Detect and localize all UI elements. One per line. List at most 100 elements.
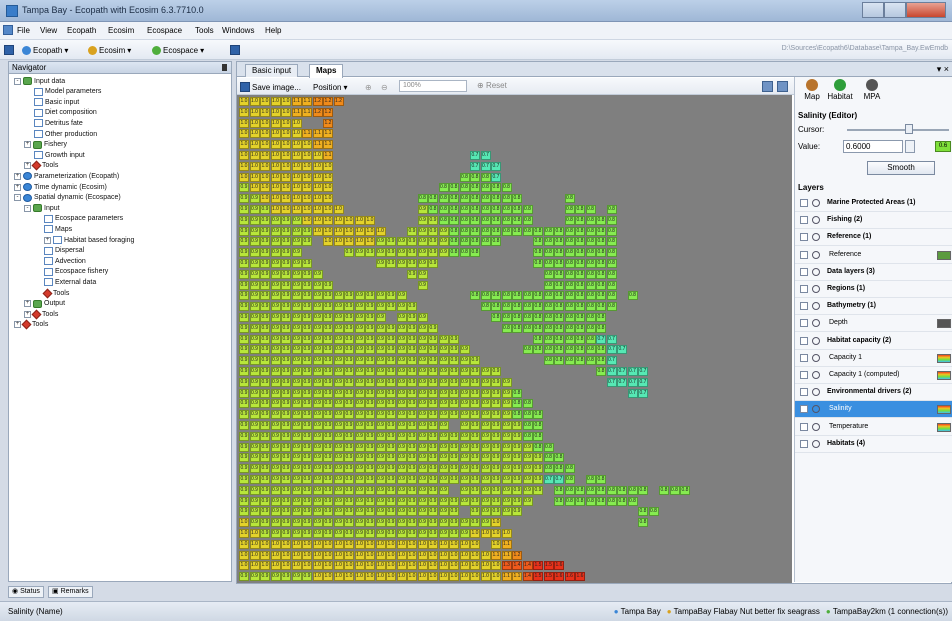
map-cell[interactable]: 0.8 [596, 313, 606, 322]
map-cell[interactable]: 1.4 [522, 561, 533, 571]
expand-icon[interactable]: + [24, 300, 31, 308]
map-cell[interactable]: 0.9 [302, 345, 312, 355]
map-cell[interactable]: 0.9 [449, 496, 459, 506]
habitat-mode-button[interactable]: Habitat [825, 79, 855, 101]
map-cell[interactable]: 0.9 [470, 388, 480, 398]
map-cell[interactable]: 0.9 [344, 518, 354, 528]
map-cell[interactable]: 1.0 [333, 561, 344, 571]
map-cell[interactable]: 1.0 [260, 561, 270, 571]
map-cell[interactable]: 0.9 [239, 485, 249, 495]
map-cell[interactable]: 0.9 [491, 453, 501, 463]
map-cell[interactable]: 0.9 [302, 410, 312, 420]
map-cell[interactable]: 0.8 [543, 259, 554, 268]
map-cell[interactable]: 1.0 [344, 215, 354, 225]
map-cell[interactable]: 0.9 [291, 442, 302, 452]
map-cell[interactable]: 0.9 [344, 453, 354, 463]
map-cell[interactable]: 0.9 [407, 313, 417, 322]
map-cell[interactable]: 0.8 [606, 226, 617, 236]
map-cell[interactable]: 0.9 [239, 334, 249, 344]
map-cell[interactable]: 0.9 [428, 518, 438, 528]
map-cell[interactable]: 1.0 [249, 550, 260, 560]
map-cell[interactable]: 0.9 [459, 356, 470, 366]
map-cell[interactable]: 0.8 [438, 183, 449, 193]
map-cell[interactable]: 0.9 [417, 431, 428, 441]
map-cell[interactable]: 0.9 [396, 345, 407, 355]
map-cell[interactable]: 1.0 [333, 226, 344, 236]
map-cell[interactable]: 0.9 [291, 464, 302, 474]
map-cell[interactable]: 0.7 [480, 161, 491, 171]
map-cell[interactable]: 1.0 [375, 572, 386, 582]
map-cell[interactable]: 1.0 [270, 561, 281, 571]
map-cell[interactable]: 0.9 [407, 334, 417, 344]
map-cell[interactable]: 1.5 [543, 572, 554, 582]
layer-group-row[interactable]: Environmental drivers (2) [795, 384, 952, 402]
map-cell[interactable]: 0.9 [239, 215, 249, 225]
map-cell[interactable]: 1.0 [333, 572, 344, 582]
layer-row[interactable]: Salinity [795, 401, 952, 419]
tree-item[interactable]: - Input data [14, 76, 65, 86]
map-cell[interactable]: 0.9 [281, 464, 291, 474]
map-cell[interactable]: 0.9 [396, 291, 407, 301]
map-cell[interactable]: 0.8 [543, 345, 554, 355]
map-cell[interactable]: 0.8 [596, 367, 606, 376]
map-cell[interactable]: 0.8 [596, 345, 606, 355]
map-cell[interactable]: 0.8 [564, 194, 575, 204]
map-cell[interactable]: 0.9 [386, 475, 396, 484]
visibility-icon[interactable] [812, 439, 820, 448]
map-cell[interactable]: 0.9 [291, 485, 302, 495]
map-cell[interactable]: 1.0 [281, 140, 291, 150]
map-cell[interactable]: 0.9 [323, 388, 333, 398]
map-cell[interactable]: 0.9 [291, 237, 302, 247]
map-cell[interactable]: 0.9 [249, 248, 260, 258]
map-cell[interactable]: 0.7 [617, 367, 627, 376]
map-cell[interactable]: 0.9 [438, 248, 449, 258]
map-cell[interactable]: 1.0 [386, 539, 396, 549]
map-cell[interactable]: 0.9 [459, 388, 470, 398]
map-cell[interactable]: 0.9 [417, 442, 428, 452]
map-cell[interactable]: 0.9 [333, 410, 344, 420]
map-cell[interactable]: 1.0 [239, 151, 249, 160]
tree-item[interactable]: External data [44, 277, 96, 287]
map-cell[interactable]: 1.0 [470, 572, 480, 582]
map-cell[interactable]: 0.8 [543, 334, 554, 344]
map-cell[interactable]: 0.9 [291, 334, 302, 344]
expand-icon[interactable]: + [24, 310, 31, 318]
map-cell[interactable]: 1.0 [302, 140, 312, 150]
map-cell[interactable]: 0.9 [302, 464, 312, 474]
map-cell[interactable]: 0.9 [354, 334, 365, 344]
map-cell[interactable]: 0.9 [459, 345, 470, 355]
map-cell[interactable]: 0.8 [522, 313, 533, 322]
map-cell[interactable]: 0.9 [396, 313, 407, 322]
map-cell[interactable]: 1.5 [533, 561, 543, 571]
map-cell[interactable]: 0.9 [449, 442, 459, 452]
map-cell[interactable]: 0.9 [386, 518, 396, 528]
map-cell[interactable]: 1.0 [438, 572, 449, 582]
map-cell[interactable]: 1.0 [260, 151, 270, 160]
visibility-icon[interactable] [812, 336, 820, 345]
map-cell[interactable]: 1.0 [291, 194, 302, 204]
map-cell[interactable]: 0.9 [501, 453, 512, 463]
map-cell[interactable]: 0.9 [396, 485, 407, 495]
map-cell[interactable]: 0.9 [438, 388, 449, 398]
map-cell[interactable]: 0.9 [438, 518, 449, 528]
map-cell[interactable]: 0.8 [596, 259, 606, 268]
map-cell[interactable]: 0.9 [459, 431, 470, 441]
map-cell[interactable]: 0.9 [354, 453, 365, 463]
map-cell[interactable]: 0.8 [459, 194, 470, 204]
map-cell[interactable]: 1.0 [323, 237, 333, 247]
map-cell[interactable]: 0.9 [281, 572, 291, 582]
map-cell[interactable]: 0.8 [480, 183, 491, 193]
expand-icon[interactable] [800, 233, 808, 242]
map-cell[interactable]: 1.0 [312, 550, 323, 560]
map-cell[interactable]: 0.8 [438, 194, 449, 204]
map-cell[interactable]: 1.0 [323, 172, 333, 182]
map-cell[interactable]: 0.8 [596, 356, 606, 366]
map-cell[interactable]: 0.9 [291, 410, 302, 420]
map-cell[interactable]: 0.9 [407, 496, 417, 506]
map-cell[interactable]: 1.0 [239, 561, 249, 571]
map-cell[interactable]: 0.9 [270, 572, 281, 582]
map-cell[interactable]: 1.0 [239, 129, 249, 139]
map-cell[interactable]: 0.9 [428, 421, 438, 430]
tree-item[interactable]: + Output [24, 299, 65, 309]
map-cell[interactable]: 0.9 [291, 259, 302, 268]
